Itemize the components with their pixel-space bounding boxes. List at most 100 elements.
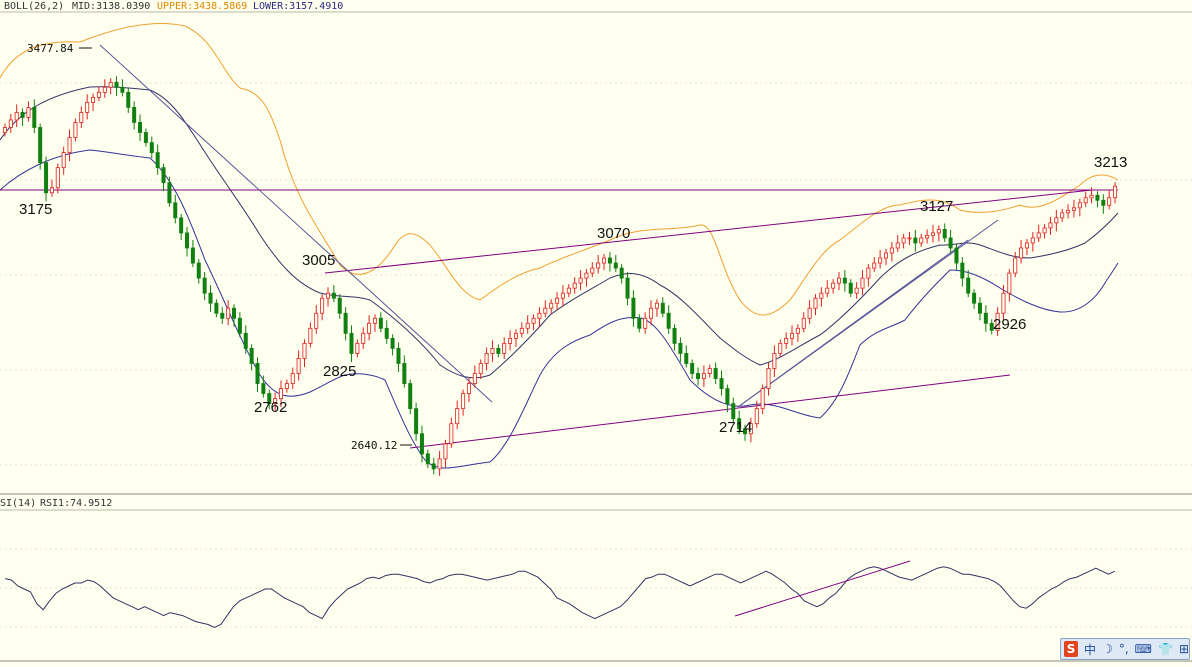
candle-body — [55, 167, 60, 189]
candle-body — [1089, 194, 1094, 199]
punctuation-icon[interactable]: °, — [1118, 642, 1129, 656]
annotation-3005: 3005 — [302, 252, 335, 269]
candle-body — [854, 287, 859, 294]
candle-body — [196, 262, 201, 279]
candle-body — [431, 463, 436, 470]
candle-body — [1071, 207, 1076, 211]
candle-body — [472, 373, 477, 384]
annotation-3127: 3127 — [920, 198, 953, 215]
candle-body — [390, 337, 395, 349]
candle-body — [860, 277, 865, 289]
candle-body — [14, 112, 19, 121]
annotation-3175: 3175 — [19, 201, 52, 218]
candle-body — [1013, 257, 1018, 274]
candle-body — [284, 383, 289, 389]
candle-body — [232, 307, 237, 319]
candle-body — [913, 237, 918, 244]
candle-body — [919, 237, 924, 244]
boll-label: BOLL(26,2) — [4, 1, 64, 12]
candle-body — [143, 132, 148, 143]
annotation-2825: 2825 — [323, 363, 356, 380]
candle-body — [837, 277, 842, 284]
candle-body — [237, 317, 242, 334]
candle-body — [102, 86, 107, 93]
candle-body — [91, 96, 96, 103]
candle-body — [848, 282, 853, 294]
candle-body — [883, 252, 888, 259]
candle-body — [995, 312, 1000, 331]
candle-body — [654, 302, 659, 309]
main-panel — [0, 11, 1192, 662]
candle-body — [560, 292, 565, 299]
keyboard-icon[interactable]: ⌨ — [1134, 642, 1152, 656]
candle-body — [555, 297, 560, 304]
candle-body — [625, 277, 630, 299]
candle-body — [631, 297, 636, 319]
candle-body — [108, 81, 113, 88]
candle-body — [267, 393, 272, 405]
candle-body — [960, 262, 965, 279]
candle-body — [1066, 209, 1071, 214]
candle-body — [343, 312, 348, 334]
candle-body — [290, 373, 295, 384]
candle-body — [772, 353, 777, 369]
candle-body — [584, 272, 589, 279]
candle-body — [719, 378, 724, 389]
candle-body — [325, 292, 330, 299]
candle-body — [49, 187, 54, 194]
candle-body — [901, 237, 906, 244]
candle-body — [907, 237, 912, 240]
candle-body — [1060, 212, 1065, 219]
input-mode-toggle[interactable]: 中 — [1084, 642, 1097, 657]
candle-body — [320, 297, 325, 314]
annotation-3213: 3213 — [1094, 154, 1127, 171]
candle-body — [220, 312, 225, 319]
candle-body — [355, 342, 360, 354]
skin-icon[interactable]: 👕 — [1157, 642, 1173, 656]
lower-channel-line — [409, 374, 1011, 449]
annotation-2714: 2714 — [719, 419, 752, 436]
candle-body — [819, 292, 824, 299]
candle-body — [126, 91, 131, 108]
candle-body — [778, 342, 783, 354]
candle-body — [449, 423, 454, 445]
candle-body — [607, 257, 612, 264]
candle-body — [2, 127, 7, 133]
annotation-3070: 3070 — [597, 225, 630, 242]
candle-body — [85, 101, 90, 113]
candle-body — [173, 202, 178, 219]
sogou-logo-icon[interactable]: S — [1064, 641, 1079, 657]
candle-body — [748, 423, 753, 435]
candle-body — [414, 408, 419, 435]
candle-body — [842, 277, 847, 284]
candle-body — [878, 257, 883, 264]
candle-body — [754, 408, 759, 425]
candle-body — [278, 388, 283, 400]
candle-body — [701, 373, 706, 379]
candle-body — [790, 332, 795, 339]
candle-body — [461, 393, 466, 410]
annotation-2926: 2926 — [993, 316, 1026, 333]
candle-body — [337, 297, 342, 314]
candle-body — [44, 162, 49, 194]
candle-body — [402, 363, 407, 384]
candle-body — [983, 312, 988, 324]
candle-body — [531, 317, 536, 324]
candle-body — [372, 317, 377, 324]
price-annotations: 3477.84 3175 3005 2825 2762 2640.12 3070… — [19, 42, 1127, 452]
candle-body — [1095, 194, 1100, 201]
candle-body — [249, 347, 254, 364]
candle-body — [966, 277, 971, 294]
boll-lower: LOWER:3157.4910 — [253, 1, 343, 12]
moon-icon[interactable]: ☽ — [1102, 642, 1113, 656]
upper-channel-line — [324, 189, 1093, 274]
candle-body — [989, 322, 994, 331]
candle-body — [149, 142, 154, 153]
candle-body — [308, 327, 313, 344]
ime-toolbar[interactable]: S 中 ☽ °, ⌨ 👕 ⊞ — [1060, 638, 1190, 660]
candle-body — [537, 312, 542, 319]
tools-icon[interactable]: ⊞ — [1178, 642, 1189, 656]
candle-body — [766, 368, 771, 389]
candle-body — [743, 428, 748, 435]
candle-body — [378, 317, 383, 329]
